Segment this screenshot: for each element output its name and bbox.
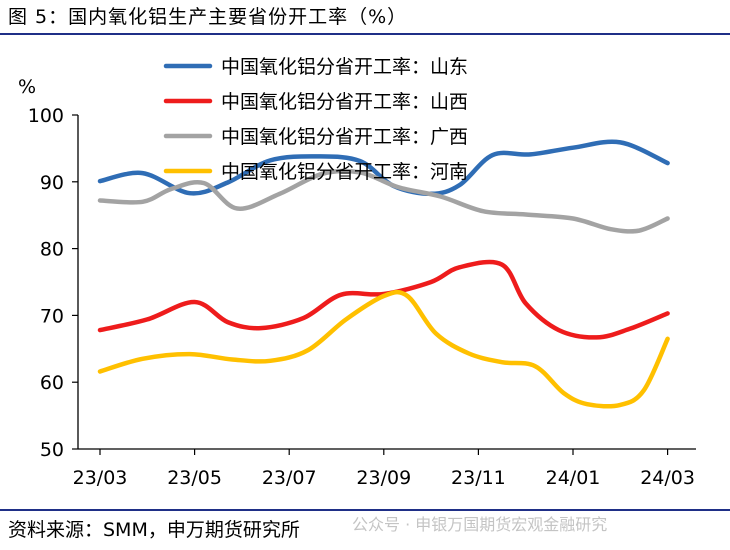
- plot-series: [97, 139, 670, 409]
- x-tick-label: 23/07: [262, 467, 317, 489]
- series-line-3: [97, 168, 670, 234]
- source-divider: [0, 509, 730, 511]
- legend-label-4: 中国氧化铝分省开工率：河南: [221, 161, 468, 183]
- y-tick-label: 100: [28, 105, 64, 127]
- y-axis-label: %: [18, 76, 36, 98]
- y-tick-label: 70: [40, 305, 64, 327]
- line-chart: 50 60 70 80 90 100% 23/03 23/05 23/07 23/09 23/11 2…: [18, 56, 696, 489]
- y-tick-label: 60: [40, 372, 64, 394]
- y-tick-label: 50: [40, 439, 64, 461]
- x-tick-label: 24/03: [640, 467, 695, 489]
- watermark-text: 公众号 · 申银万国期货宏观金融研究: [352, 515, 608, 534]
- series-line-4: [97, 289, 670, 409]
- x-tick-label: 23/05: [167, 467, 222, 489]
- x-tick-label: 23/11: [451, 467, 506, 489]
- x-tick-label: 24/01: [546, 467, 601, 489]
- legend-label-1: 中国氧化铝分省开工率：山东: [221, 56, 468, 78]
- legend-label-2: 中国氧化铝分省开工率：山西: [221, 91, 468, 113]
- series-line-2: [97, 259, 670, 340]
- x-tick-label: 23/03: [73, 467, 128, 489]
- legend-label-3: 中国氧化铝分省开工率：广西: [221, 126, 468, 148]
- figure-title: 图 5：国内氧化铝生产主要省份开工率（%）: [8, 6, 408, 28]
- source-note: 资料来源：SMM，申万期货研究所: [8, 519, 300, 541]
- y-tick-label: 80: [40, 239, 64, 261]
- plot-axes: 50 60 70 80 90 100% 23/03 23/05 23/07 23/09 23/11 2…: [18, 76, 696, 489]
- legend: 中国氧化铝分省开工率：山东中国氧化铝分省开工率：山西中国氧化铝分省开工率：广西中…: [163, 56, 468, 183]
- title-divider: [0, 33, 730, 35]
- y-tick-label: 90: [40, 172, 64, 194]
- x-tick-label: 23/09: [356, 467, 411, 489]
